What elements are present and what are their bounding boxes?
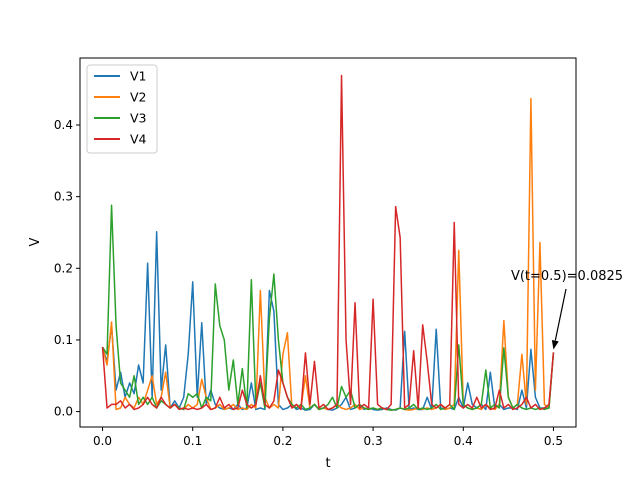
legend: V1 V2 V3 V4	[86, 64, 158, 154]
x-tick-label: 0.3	[364, 434, 383, 448]
legend-box	[86, 64, 158, 154]
annotation-arrowhead	[551, 339, 559, 350]
y-tick-label: 0.2	[54, 261, 73, 275]
legend-label-v2: V2	[130, 90, 147, 105]
x-tick-label: 0.2	[273, 434, 292, 448]
y-tick-label: 0.4	[54, 118, 73, 132]
x-axis-ticks: 0.0 0.1 0.2 0.3 0.4 0.5	[93, 427, 563, 448]
y-axis-ticks: 0.0 0.1 0.2 0.3 0.4	[54, 118, 80, 419]
annotation-arrow	[554, 288, 567, 341]
legend-label-v3: V3	[130, 111, 147, 126]
y-axis-label: V	[28, 237, 43, 246]
series-lines	[101, 74, 555, 411]
annotation: V(t=0.5)=0.0825	[511, 269, 623, 350]
series-line-v4	[101, 74, 555, 411]
legend-label-v4: V4	[130, 132, 147, 147]
x-tick-label: 0.4	[454, 434, 473, 448]
x-tick-label: 0.5	[544, 434, 563, 448]
y-tick-label: 0.3	[54, 190, 73, 204]
x-axis-label: t	[325, 456, 330, 471]
plot-frame	[79, 57, 577, 428]
x-tick-label: 0.0	[93, 434, 112, 448]
y-tick-label: 0.0	[54, 405, 73, 419]
x-tick-label: 0.1	[183, 434, 202, 448]
y-tick-label: 0.1	[54, 333, 73, 347]
legend-label-v1: V1	[130, 69, 147, 84]
annotation-text: V(t=0.5)=0.0825	[511, 269, 623, 284]
